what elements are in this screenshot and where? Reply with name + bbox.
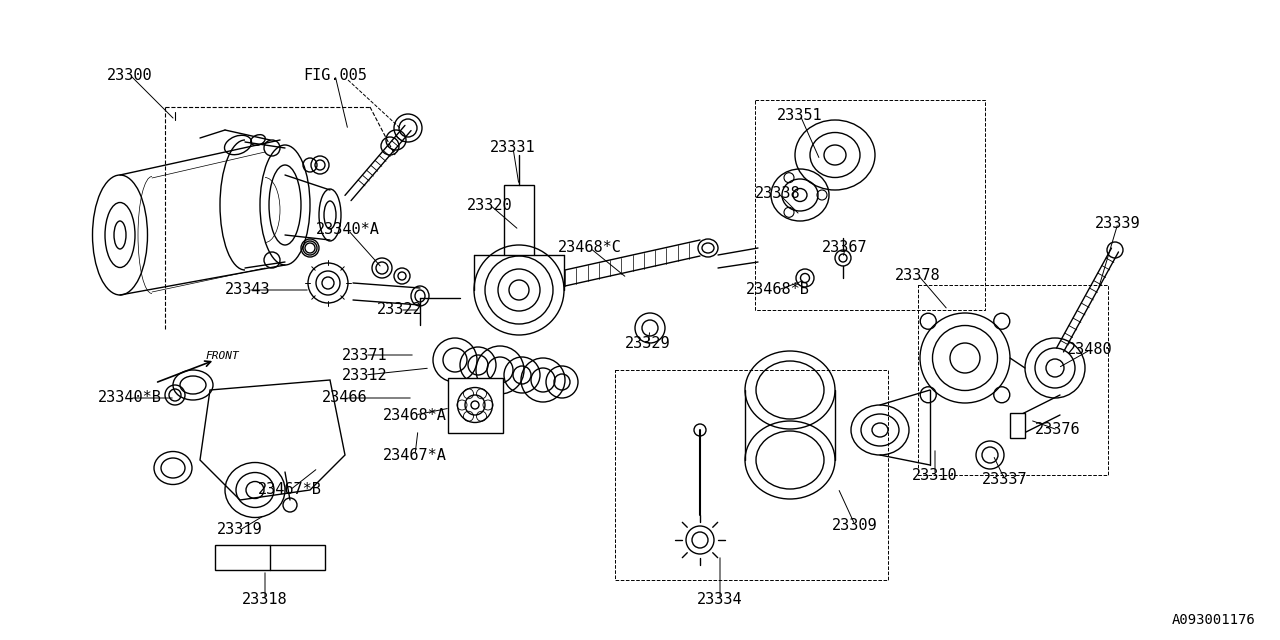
Text: 23367: 23367: [822, 241, 868, 255]
Text: 23480: 23480: [1068, 342, 1112, 358]
Text: 23334: 23334: [698, 593, 742, 607]
Text: 23310: 23310: [913, 467, 957, 483]
Text: 23468*C: 23468*C: [558, 241, 622, 255]
Text: 23300: 23300: [108, 67, 152, 83]
Text: 23318: 23318: [242, 593, 288, 607]
Text: 23312: 23312: [342, 367, 388, 383]
Text: 23322: 23322: [378, 303, 422, 317]
Bar: [1010, 413, 1025, 438]
Text: 23331: 23331: [490, 141, 536, 156]
Text: 23340*A: 23340*A: [316, 223, 380, 237]
Text: 23468*B: 23468*B: [746, 282, 810, 298]
Text: 23340*B: 23340*B: [99, 390, 163, 406]
Bar: [448, 378, 503, 433]
Text: 23376: 23376: [1036, 422, 1080, 438]
Text: 23319: 23319: [218, 522, 262, 538]
Text: A093001176: A093001176: [1171, 613, 1254, 627]
Text: 23337: 23337: [982, 472, 1028, 488]
Text: 23320: 23320: [467, 198, 513, 212]
Text: 23343: 23343: [225, 282, 271, 298]
Text: 23378: 23378: [895, 268, 941, 282]
Text: 23338: 23338: [755, 186, 801, 200]
Bar: [215, 545, 325, 570]
Bar: [504, 185, 534, 255]
Text: 23467*B: 23467*B: [259, 483, 323, 497]
Text: 23329: 23329: [625, 335, 671, 351]
Text: FRONT: FRONT: [205, 351, 239, 361]
Text: 23466: 23466: [323, 390, 367, 406]
Text: 23351: 23351: [777, 108, 823, 122]
Text: 23371: 23371: [342, 348, 388, 362]
Text: FIG.005: FIG.005: [303, 67, 367, 83]
Text: 23339: 23339: [1096, 216, 1140, 230]
Text: 23467*A: 23467*A: [383, 447, 447, 463]
Text: 23309: 23309: [832, 518, 878, 532]
Text: 23468*A: 23468*A: [383, 408, 447, 422]
